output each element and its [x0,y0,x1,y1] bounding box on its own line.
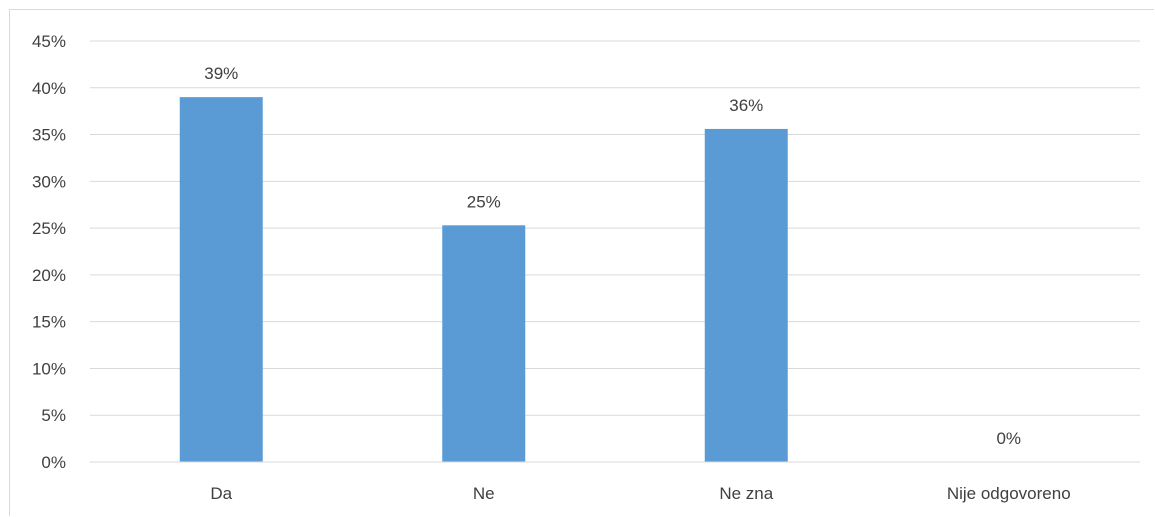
bar [704,128,788,463]
x-category-label: Da [210,484,232,503]
x-axis-category-labels: Da Ne Ne zna Nije odgovoreno [210,484,1070,503]
y-tick-label: 0% [41,453,66,472]
y-axis-tick-labels: 0% 5% 10% 15% 20% 25% 30% 35% 40% 45% [32,32,66,472]
data-labels: 39% 25% 36% 0% [204,64,1021,448]
data-label: 0% [996,429,1021,448]
x-category-label: Ne [473,484,495,503]
y-tick-label: 45% [32,32,66,51]
y-tick-label: 30% [32,172,66,191]
data-label: 36% [729,96,763,115]
gridlines [90,40,1140,416]
bars [179,97,788,463]
x-category-label: Nije odgovoreno [947,484,1071,503]
data-label: 25% [467,192,501,211]
y-tick-label: 10% [32,359,66,378]
y-tick-label: 20% [32,266,66,285]
y-tick-label: 15% [32,313,66,332]
x-category-label: Ne zna [719,484,773,503]
y-tick-label: 5% [41,406,66,425]
data-label: 39% [204,64,238,83]
y-tick-label: 35% [32,126,66,145]
bar [442,225,526,462]
y-tick-label: 25% [32,219,66,238]
y-tick-label: 40% [32,79,66,98]
bar [179,97,263,462]
